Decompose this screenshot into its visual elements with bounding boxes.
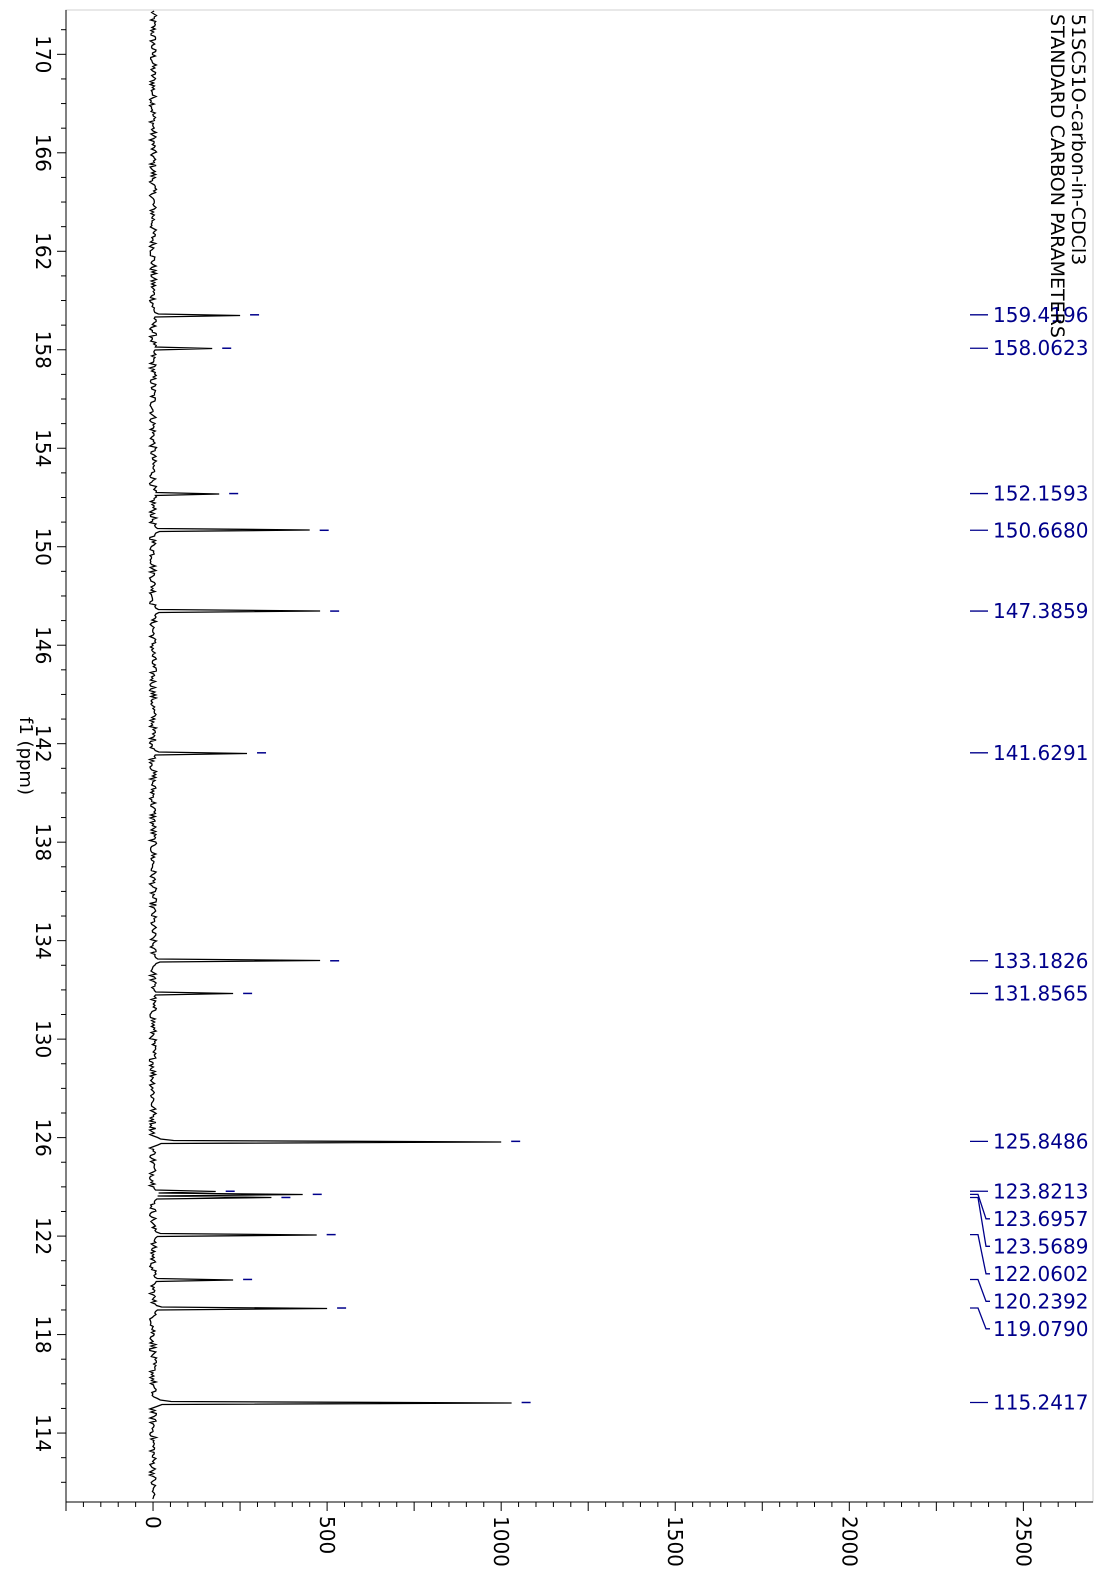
intensity-tick-label: 500 bbox=[315, 1516, 339, 1554]
peak-leader-line bbox=[970, 1233, 990, 1275]
ppm-tick-label: 166 bbox=[31, 134, 55, 172]
ppm-tick-label: 154 bbox=[31, 429, 55, 467]
ppm-tick-label: 146 bbox=[31, 626, 55, 664]
peak-label: 152.1593 bbox=[993, 482, 1088, 506]
peak-label: 141.6291 bbox=[993, 741, 1088, 765]
intensity-tick-label: 0 bbox=[141, 1516, 165, 1529]
peak-label-group: 159.4196 158.0623 152.1593 150.6680 147.3859… bbox=[970, 303, 1088, 1414]
peak-label: 159.4196 bbox=[993, 303, 1088, 327]
plot-frame bbox=[65, 9, 1094, 1503]
peak-label: 115.2417 bbox=[993, 1390, 1088, 1414]
spectrum-trace-group bbox=[147, 10, 531, 1500]
ppm-tick-label: 122 bbox=[31, 1217, 55, 1255]
peak-label: 123.8213 bbox=[993, 1179, 1088, 1203]
ppm-tick-label: 126 bbox=[31, 1119, 55, 1157]
intensity-tick-label: 2500 bbox=[1011, 1516, 1035, 1567]
ppm-tick-label: 114 bbox=[31, 1414, 55, 1452]
peak-leader-line bbox=[970, 1193, 990, 1220]
intensity-tick-label: 2000 bbox=[837, 1516, 861, 1567]
chart-subtitle: STANDARD CARBON PARAMETERS bbox=[1046, 14, 1068, 338]
peak-label: 123.5689 bbox=[993, 1234, 1088, 1258]
spectrum-trace bbox=[147, 10, 512, 1500]
peak-label: 119.0790 bbox=[993, 1317, 1088, 1341]
ppm-tick-label: 170 bbox=[31, 35, 55, 73]
ppm-tick-label: 158 bbox=[31, 331, 55, 369]
peak-label: 120.2392 bbox=[993, 1289, 1088, 1313]
ppm-tick-label: 142 bbox=[31, 725, 55, 763]
intensity-axis: 0 500 1000 1500 2000 2500 bbox=[65, 1501, 1093, 1567]
ppm-tick-label: 118 bbox=[31, 1315, 55, 1353]
ppm-tick-label: 150 bbox=[31, 528, 55, 566]
peak-label: 158.0623 bbox=[993, 336, 1088, 360]
peak-label: 123.6957 bbox=[993, 1207, 1088, 1231]
peak-label: 122.0602 bbox=[993, 1262, 1088, 1286]
ppm-tick-label: 162 bbox=[31, 232, 55, 270]
peak-leader-line bbox=[970, 1278, 990, 1302]
intensity-tick-label: 1500 bbox=[663, 1516, 687, 1567]
peak-label: 125.8486 bbox=[993, 1129, 1088, 1153]
peak-label: 133.1826 bbox=[993, 949, 1088, 973]
ppm-tick-label: 134 bbox=[31, 922, 55, 960]
peak-leader-line bbox=[970, 1196, 990, 1247]
peak-label: 131.8565 bbox=[993, 981, 1088, 1005]
peak-leader-line bbox=[970, 1307, 990, 1330]
ppm-tick-label: 138 bbox=[31, 823, 55, 861]
peak-label: 150.6680 bbox=[993, 518, 1088, 542]
chart-title: 51SC51O-carbon-in-CDCl3 bbox=[1067, 14, 1089, 265]
ppm-axis-title: f1 (ppm) bbox=[15, 717, 36, 795]
peak-label: 147.3859 bbox=[993, 599, 1088, 623]
ppm-axis: 170 166 162 158 154 150 146 142 138 134 130 126 122 1… bbox=[31, 10, 67, 1502]
intensity-tick-label: 1000 bbox=[489, 1516, 513, 1567]
ppm-tick-label: 130 bbox=[31, 1020, 55, 1058]
